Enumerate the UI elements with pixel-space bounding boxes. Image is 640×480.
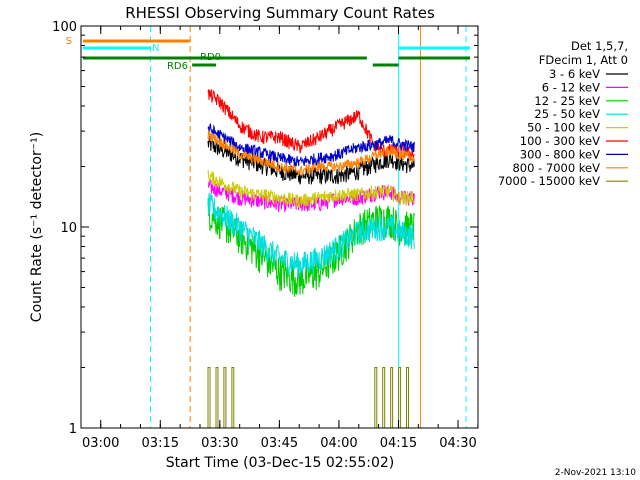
y-tick-label: 10	[60, 221, 77, 236]
y-tick-label: 1	[69, 422, 77, 437]
series-lines	[207, 89, 415, 428]
series-line-7000-15000-kev	[207, 367, 413, 428]
legend-label-3-6-kev: 3 - 6 keV	[549, 67, 600, 81]
event-markers	[149, 26, 467, 428]
legend-label-800-7000-kev: 800 - 7000 keV	[512, 161, 600, 175]
legend-label-7000-15000-kev: 7000 - 15000 keV	[498, 174, 600, 188]
date-stamp: 2-Nov-2021 13:10	[555, 468, 637, 478]
legend-label-300-800-kev: 300 - 800 keV	[520, 147, 600, 161]
x-tick-label: 03:30	[201, 436, 238, 451]
series-line-50-100-kev	[207, 169, 415, 208]
legend-label-6-12-kev: 6 - 12 keV	[542, 80, 600, 94]
flag-bar-label-n: N	[152, 43, 159, 54]
chart-title: RHESSI Observing Summary Count Rates	[125, 4, 435, 22]
legend-label-100-300-kev: 100 - 300 keV	[520, 134, 600, 148]
flag-bars	[83, 39, 471, 67]
legend-label-12-25-kev: 12 - 25 keV	[534, 94, 600, 108]
axis-tick-labels: 03:00 03:15 03:30 03:45 04:00 04:15 04:30 1 10 10…	[52, 20, 477, 451]
series-line-800-7000-kev	[207, 130, 415, 176]
legend-label-50-100-kev: 50 - 100 keV	[527, 121, 600, 135]
y-tick-label: 100	[52, 20, 77, 35]
x-tick-label: 04:15	[380, 436, 417, 451]
x-tick-label: 03:45	[261, 436, 298, 451]
x-tick-label: 04:30	[439, 436, 476, 451]
x-tick-label: 03:15	[142, 436, 179, 451]
flag-bar-label-rd0: RD0	[200, 52, 221, 63]
legend-header-line-2: FDecim 1, Att 0	[539, 53, 628, 67]
series-line-25-50-kev	[207, 192, 415, 279]
legend-header-line-1: Det 1,5,7,	[571, 39, 628, 53]
x-axis-label: Start Time (03-Dec-15 02:55:02)	[166, 455, 394, 471]
y-axis-label: Count Rate (s⁻¹ detector⁻¹)	[29, 132, 45, 322]
x-tick-label: 04:00	[320, 436, 357, 451]
axis-ticks	[81, 25, 479, 429]
flag-bar-label-s: S	[66, 36, 72, 47]
flag-bar-label-rd6: RD6	[167, 61, 188, 72]
x-tick-label: 03:00	[82, 436, 119, 451]
legend-label-25-50-kev: 25 - 50 keV	[534, 107, 600, 121]
series-line-300-800-kev	[207, 123, 415, 167]
flag-bar-labels: S N RD0 RD6	[66, 36, 221, 72]
